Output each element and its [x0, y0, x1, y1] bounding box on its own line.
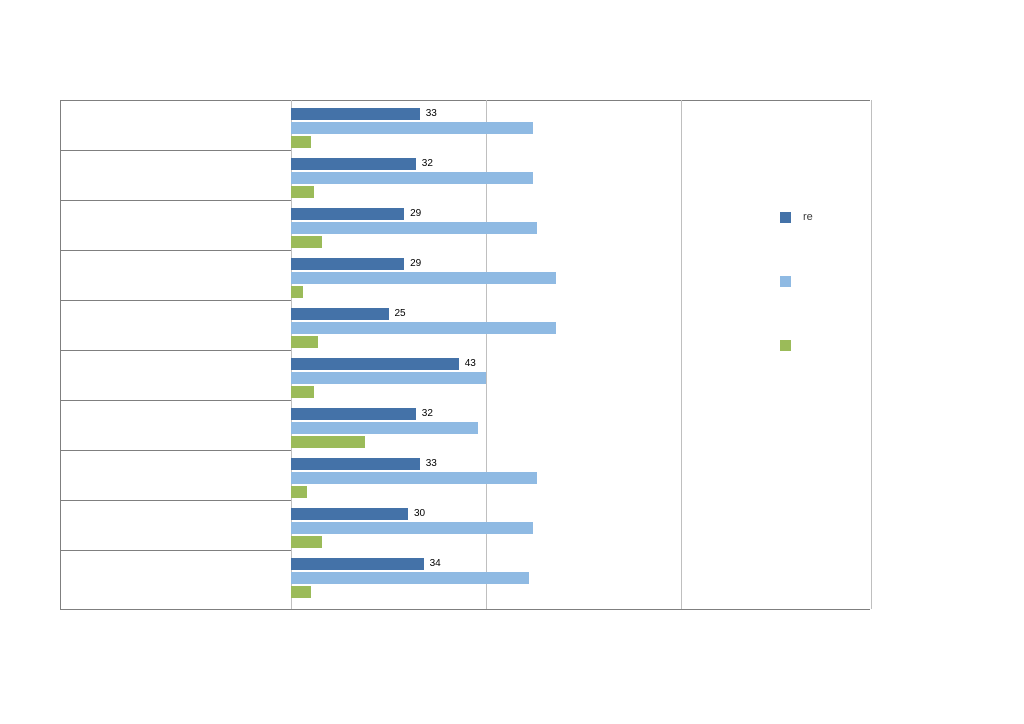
bar-series-b — [291, 472, 537, 484]
bar-series-a — [291, 308, 389, 320]
bar-series-a — [291, 158, 416, 170]
bar-value-label: 29 — [410, 258, 421, 270]
category-separator — [61, 550, 291, 551]
category-separator — [61, 350, 291, 351]
bar-series-c — [291, 386, 314, 398]
bar-series-b — [291, 522, 533, 534]
category-separator — [61, 450, 291, 451]
bar-series-c — [291, 436, 365, 448]
category-separator — [61, 500, 291, 501]
bar-value-label: 33 — [426, 458, 437, 470]
bar-series-c — [291, 336, 318, 348]
bar-series-c — [291, 186, 314, 198]
bar-series-a — [291, 458, 420, 470]
legend-item-series-b — [780, 274, 930, 288]
legend-label: re — [803, 211, 813, 223]
bar-series-b — [291, 322, 556, 334]
legend-item-series-a: re — [780, 210, 930, 224]
bar-value-label: 25 — [395, 308, 406, 320]
bar-series-b — [291, 422, 478, 434]
bar-value-label: 32 — [422, 158, 433, 170]
bar-series-a — [291, 258, 404, 270]
legend-swatch-icon — [780, 212, 791, 223]
bar-series-b — [291, 222, 537, 234]
bar-value-label: 30 — [414, 508, 425, 520]
bar-value-label: 34 — [430, 558, 441, 570]
category-separator — [61, 400, 291, 401]
bar-series-c — [291, 536, 322, 548]
category-separator — [61, 150, 291, 151]
bar-series-b — [291, 272, 556, 284]
plot-area: 33 32 29 29 25 43 32 33 30 34 — [60, 100, 870, 610]
horizontal-bar-chart: 33 32 29 29 25 43 32 33 30 34 re — [60, 100, 930, 610]
axis-top-line — [61, 100, 870, 101]
bar-value-label: 33 — [426, 108, 437, 120]
bar-series-b — [291, 572, 529, 584]
bar-series-b — [291, 122, 533, 134]
bar-value-label: 43 — [465, 358, 476, 370]
bar-value-label: 32 — [422, 408, 433, 420]
bar-series-c — [291, 586, 311, 598]
bar-series-c — [291, 136, 311, 148]
bar-series-c — [291, 236, 322, 248]
bar-series-b — [291, 372, 486, 384]
x-gridline — [681, 100, 682, 609]
bar-series-a — [291, 108, 420, 120]
legend: re — [780, 210, 930, 402]
legend-item-series-c — [780, 338, 930, 352]
bar-series-a — [291, 208, 404, 220]
legend-swatch-icon — [780, 340, 791, 351]
bar-series-c — [291, 486, 307, 498]
category-separator — [61, 200, 291, 201]
category-separator — [61, 250, 291, 251]
bar-value-label: 29 — [410, 208, 421, 220]
category-separator — [61, 300, 291, 301]
bar-series-c — [291, 286, 303, 298]
bar-series-a — [291, 358, 459, 370]
legend-swatch-icon — [780, 276, 791, 287]
bar-series-a — [291, 558, 424, 570]
bar-series-b — [291, 172, 533, 184]
bar-series-a — [291, 508, 408, 520]
bar-series-a — [291, 408, 416, 420]
